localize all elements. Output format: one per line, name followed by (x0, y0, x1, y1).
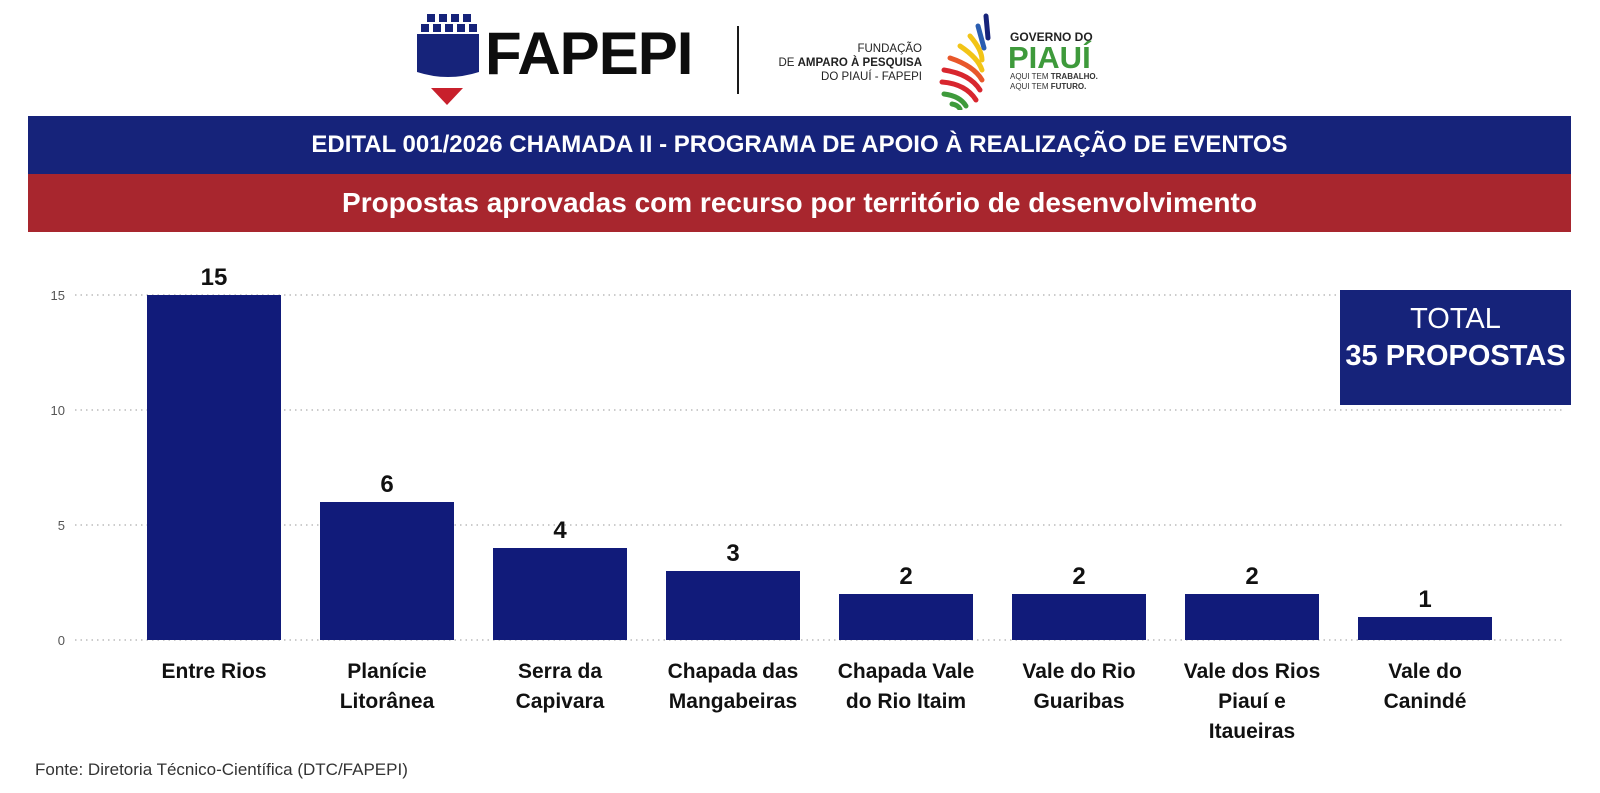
bar (1358, 617, 1492, 640)
y-tick-label: 5 (58, 518, 65, 533)
x-category-label: Vale do Canindé (1384, 660, 1467, 713)
gov-slogan-2-bold: FUTURO. (1050, 82, 1087, 91)
bar-value-label: 1 (1418, 586, 1431, 613)
bar-value-label: 6 (380, 471, 393, 498)
gov-slogan: AQUI TEM TRABALHO. AQUI TEM FUTURO. (1010, 72, 1098, 92)
gov-slogan-line-2: AQUI TEM FUTURO. (1010, 82, 1098, 92)
gov-slogan-line-1: AQUI TEM TRABALHO. (1010, 72, 1098, 82)
x-category-label: Entre Rios (161, 660, 266, 683)
fapepi-logo-text: FAPEPI (485, 20, 693, 87)
bar-value-label: 3 (726, 540, 739, 567)
fundacao-line-3: DO PIAUÍ - FAPEPI (821, 71, 922, 83)
x-category-label: Vale do Rio Guaribas (1022, 660, 1135, 713)
bar-value-label: 4 (553, 517, 567, 544)
header: FAPEPI FUNDAÇÃO DE AMPARO À PESQUISA DO … (0, 0, 1600, 116)
bar-chart: 0 5 10 15 15 Entre Rios 6 Planície Litorânea 4 Ser… (51, 264, 1562, 743)
gov-slogan-2-prefix: AQUI TEM (1010, 82, 1051, 91)
fapepi-logo-icon (417, 14, 479, 105)
gov-slogan-1-bold: TRABALHO. (1050, 72, 1098, 81)
x-category-label: Planície Litorânea (340, 660, 435, 713)
x-category-label: Serra da Capivara (516, 660, 605, 713)
y-tick-label: 10 (51, 403, 65, 418)
bar (1012, 594, 1146, 640)
edital-title-banner: EDITAL 001/2026 CHAMADA II - PROGRAMA DE… (28, 116, 1571, 174)
bar-value-label: 15 (201, 264, 228, 291)
governo-piaui-logo-icon (939, 13, 991, 110)
bar (147, 295, 281, 640)
fundacao-text: FUNDAÇÃO DE AMPARO À PESQUISA DO PIAUÍ -… (740, 42, 922, 84)
bar-value-label: 2 (1072, 563, 1085, 590)
fundacao-line-2-bold: AMPARO À PESQUISA (797, 57, 922, 69)
x-category-label: Vale dos Rios Piauí e Itaueiras (1184, 660, 1321, 743)
source-note: Fonte: Diretoria Técnico-Científica (DTC… (35, 760, 408, 779)
gov-slogan-1-prefix: AQUI TEM (1010, 72, 1051, 81)
bar-value-label: 2 (899, 563, 912, 590)
governo-do-label: GOVERNO DO (1010, 30, 1093, 44)
chart-subtitle-banner: Propostas aprovadas com recurso por terr… (28, 174, 1571, 232)
fundacao-line-1: FUNDAÇÃO (857, 43, 922, 55)
piaui-label: PIAUÍ (1008, 40, 1091, 75)
y-tick-label: 0 (58, 633, 65, 648)
bar (1185, 594, 1319, 640)
bar (666, 571, 800, 640)
bar (839, 594, 973, 640)
y-tick-label: 15 (51, 288, 65, 303)
fundacao-line-2-prefix: DE (778, 57, 798, 69)
total-label: TOTAL (1410, 303, 1501, 335)
total-box: TOTAL 35 PROPOSTAS (1340, 290, 1571, 405)
x-category-label: Chapada das Mangabeiras (668, 660, 799, 713)
bar-value-label: 2 (1245, 563, 1258, 590)
fundacao-line-2: DE AMPARO À PESQUISA (740, 56, 922, 70)
bar (493, 548, 627, 640)
header-divider (737, 26, 739, 94)
bar (320, 502, 454, 640)
x-category-label: Chapada Vale do Rio Itaim (838, 660, 975, 713)
total-value: 35 PROPOSTAS (1345, 340, 1566, 372)
